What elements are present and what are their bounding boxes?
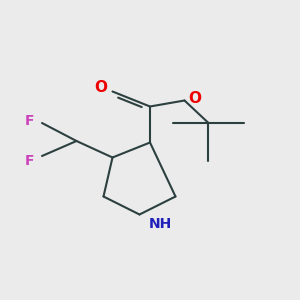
Text: O: O bbox=[94, 80, 107, 94]
Text: F: F bbox=[25, 114, 34, 128]
Text: O: O bbox=[188, 91, 201, 106]
Text: NH: NH bbox=[148, 217, 172, 231]
Text: F: F bbox=[25, 154, 34, 168]
